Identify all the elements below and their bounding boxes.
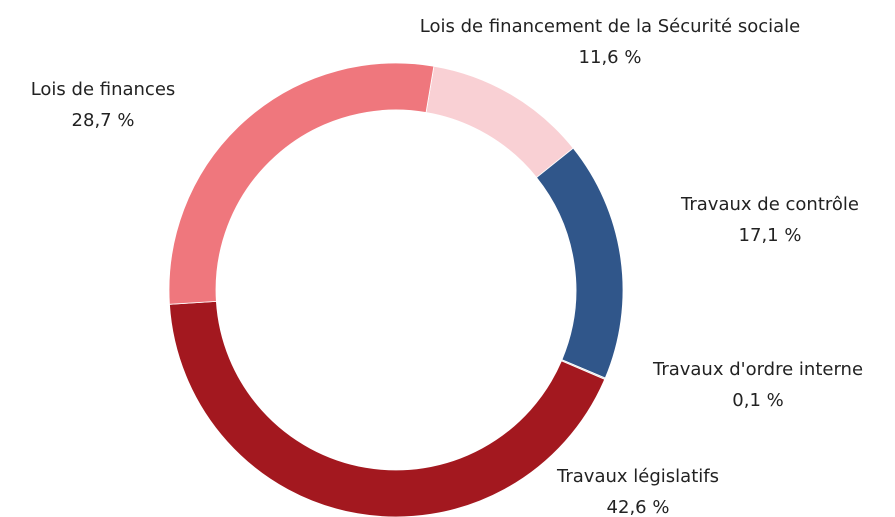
- category-label: Travaux d'ordre interne: [652, 359, 863, 380]
- value-label: 17,1 %: [739, 225, 802, 246]
- category-label: Lois de financement de la Sécurité socia…: [420, 16, 800, 37]
- category-label: Travaux de contrôle: [680, 194, 859, 215]
- value-label: 0,1 %: [732, 390, 783, 411]
- value-label: 11,6 %: [579, 47, 642, 68]
- category-label: Travaux législatifs: [556, 466, 719, 487]
- donut-segment: [168, 62, 435, 305]
- donut-segment: [169, 300, 606, 517]
- value-label: 28,7 %: [72, 110, 135, 131]
- value-label: 42,6 %: [607, 497, 670, 517]
- donut-segment: [425, 65, 574, 179]
- donut-segment: [535, 147, 624, 379]
- category-label: Lois de finances: [31, 79, 176, 100]
